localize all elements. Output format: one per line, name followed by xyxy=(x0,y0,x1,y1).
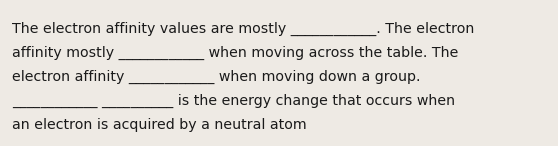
Text: affinity mostly ____________ when moving across the table. The: affinity mostly ____________ when moving… xyxy=(12,46,458,60)
Text: ____________ __________ is the energy change that occurs when: ____________ __________ is the energy ch… xyxy=(12,94,455,108)
Text: an electron is acquired by a neutral atom: an electron is acquired by a neutral ato… xyxy=(12,118,307,132)
Text: electron affinity ____________ when moving down a group.: electron affinity ____________ when movi… xyxy=(12,70,421,84)
Text: The electron affinity values are mostly ____________. The electron: The electron affinity values are mostly … xyxy=(12,22,474,36)
